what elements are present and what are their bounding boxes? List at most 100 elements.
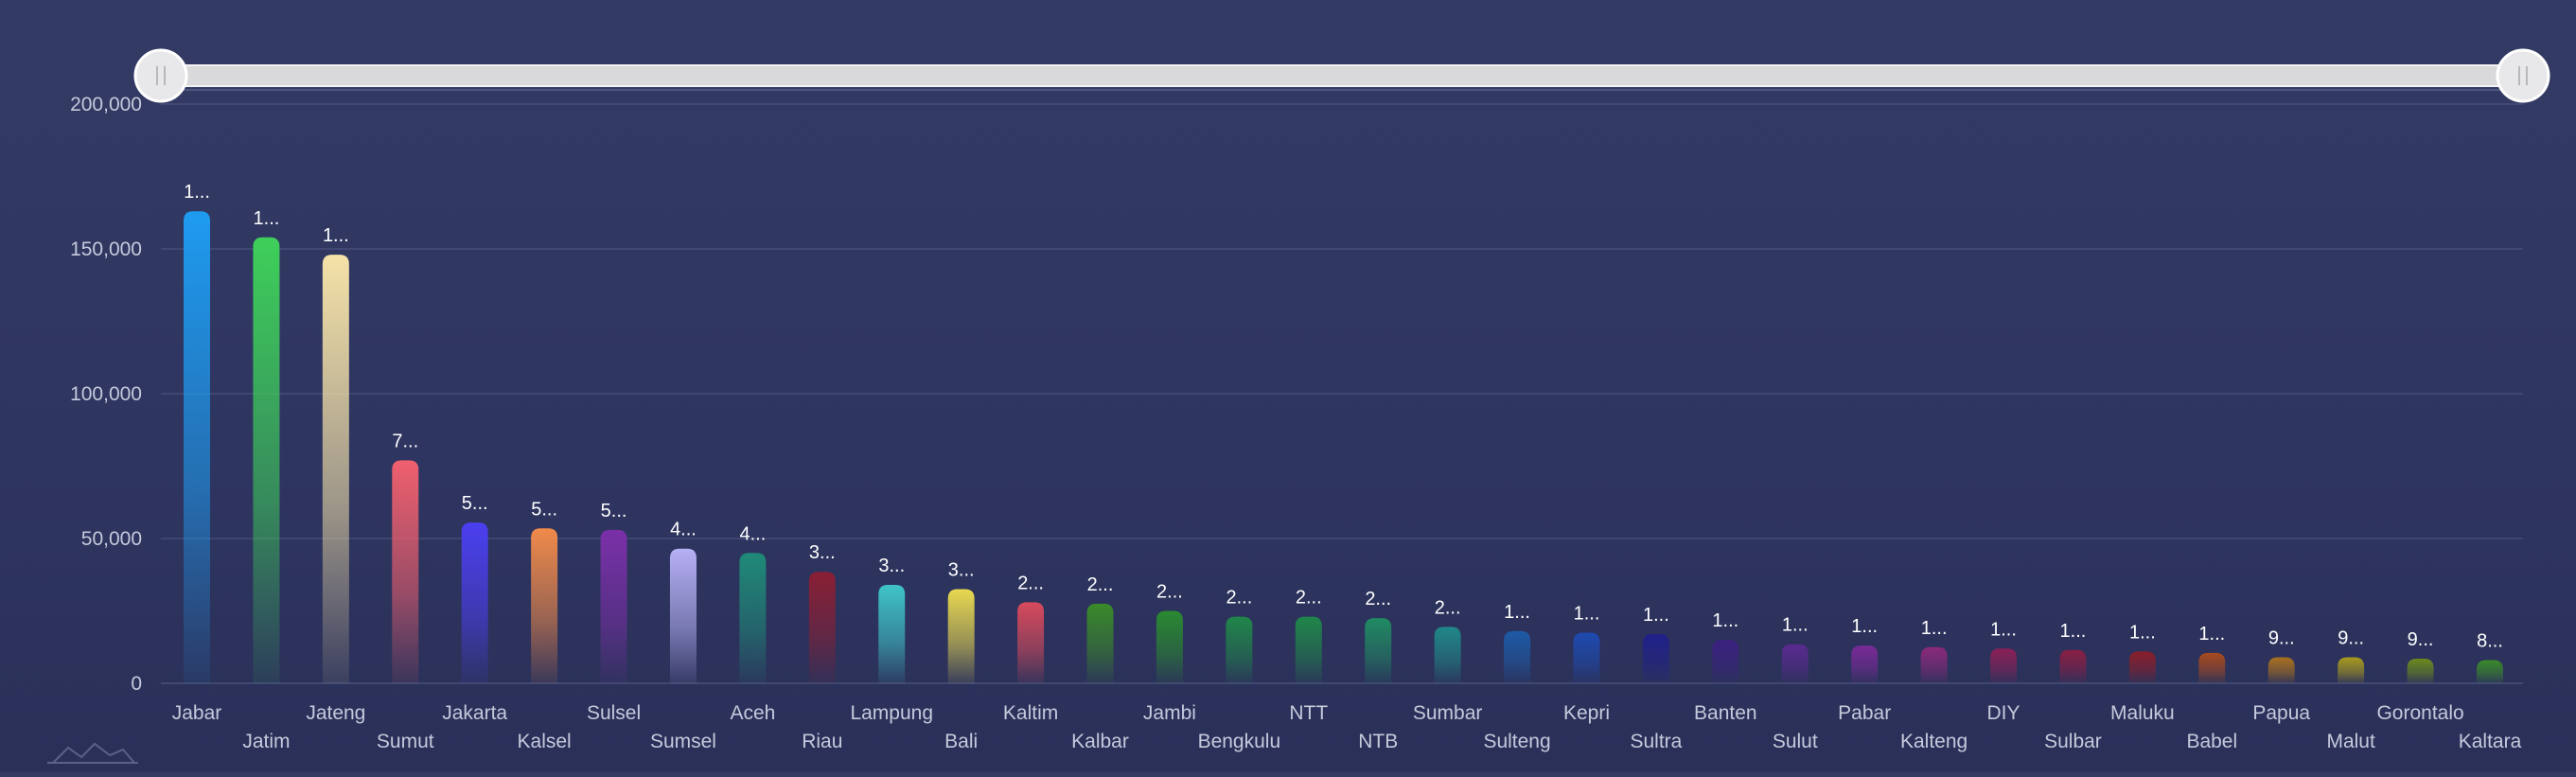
bar-ntb[interactable] — [1365, 618, 1392, 683]
data-label: 1... — [1504, 602, 1530, 623]
bar-sumbar[interactable] — [1434, 627, 1461, 683]
x-tick-label: Sulut — [1773, 731, 1818, 752]
bar-malut[interactable] — [2338, 657, 2365, 683]
x-tick-label: Sumsel — [650, 731, 716, 752]
bar-babel[interactable] — [2198, 652, 2226, 683]
bar-kaltim[interactable] — [1017, 602, 1045, 683]
data-label: 1... — [323, 225, 349, 246]
data-label: 1... — [1851, 616, 1878, 637]
bar-riau[interactable] — [808, 572, 836, 683]
bar-jateng[interactable] — [322, 255, 349, 683]
x-tick-label: Kalteng — [1900, 731, 1967, 752]
x-tick-label: Babel — [2186, 731, 2237, 752]
bar-diy[interactable] — [1990, 648, 2018, 683]
data-label: 1... — [1782, 615, 1808, 636]
bar-bengkulu[interactable] — [1226, 616, 1253, 683]
bar-kalteng[interactable] — [1920, 646, 1948, 683]
x-tick-label: Banten — [1694, 702, 1757, 724]
bar-jabar[interactable] — [184, 211, 210, 683]
data-label: 1... — [254, 208, 280, 229]
x-tick-label: Kalbar — [1071, 731, 1129, 752]
data-label: 1... — [184, 182, 210, 203]
data-label: 5... — [601, 501, 627, 521]
x-tick-label: Gorontalo — [2376, 702, 2463, 724]
bar-maluku[interactable] — [2128, 651, 2156, 683]
bar-jakarta[interactable] — [461, 522, 488, 683]
bar-gorontalo[interactable] — [2407, 658, 2434, 683]
data-label: 3... — [809, 542, 836, 563]
data-label: 3... — [948, 560, 975, 581]
bar-sumsel[interactable] — [669, 548, 697, 683]
bar-banten[interactable] — [1712, 640, 1739, 683]
bar-kepri[interactable] — [1573, 632, 1600, 683]
x-tick-label: Malut — [2326, 731, 2375, 752]
bar-sumut[interactable] — [392, 460, 419, 683]
bar-bali[interactable] — [947, 589, 975, 683]
data-label: 1... — [1643, 605, 1669, 626]
bar-kaltara[interactable] — [2477, 660, 2503, 683]
x-tick-label: Kaltara — [2459, 731, 2522, 752]
y-tick-label: 0 — [131, 673, 142, 695]
data-label: 9... — [2268, 627, 2295, 648]
x-axis: Jabar Jatim Jateng Sumut Jakarta Kalsel Sulsel… — [172, 702, 2522, 752]
data-label: 2... — [1435, 597, 1461, 618]
data-label: 2... — [1296, 588, 1322, 609]
data-label: 5... — [531, 499, 557, 520]
bar-sulsel[interactable] — [600, 529, 627, 683]
bar-kalbar[interactable] — [1086, 603, 1114, 683]
y-axis: 0 50,000 100,000 150,000 200,000 — [70, 94, 142, 695]
data-label: 1... — [1990, 619, 2017, 640]
y-tick-label: 100,000 — [70, 383, 142, 405]
data-label: 1... — [2129, 622, 2156, 643]
x-tick-label: Jateng — [306, 702, 365, 724]
bar-jambi[interactable] — [1156, 610, 1183, 684]
slider-handle-right[interactable] — [2496, 48, 2550, 103]
x-tick-label: Sumut — [377, 731, 434, 752]
x-tick-label: Bengkulu — [1198, 731, 1281, 752]
data-label: 1... — [1921, 618, 1948, 639]
x-tick-label: Pabar — [1838, 702, 1891, 724]
slider-handle-left[interactable] — [133, 48, 188, 103]
bar-aceh[interactable] — [739, 553, 767, 683]
data-label: 5... — [462, 493, 488, 514]
data-label: 9... — [2408, 629, 2434, 650]
x-tick-label: Lampung — [850, 702, 933, 724]
grid-lines — [161, 103, 2523, 684]
data-label: 2... — [1365, 589, 1391, 609]
data-label: 1... — [2060, 621, 2087, 642]
data-label: 1... — [1712, 610, 1738, 631]
bar-lampung[interactable] — [878, 584, 906, 683]
slider-track[interactable] — [160, 64, 2524, 87]
y-tick-label: 50,000 — [81, 528, 142, 550]
x-tick-label: Jatim — [242, 731, 290, 752]
range-slider[interactable] — [133, 48, 2550, 103]
x-tick-label: Kaltim — [1003, 702, 1058, 724]
zoom-thumbnail-icon — [47, 742, 138, 764]
bar-sulteng[interactable] — [1504, 630, 1531, 683]
x-tick-label: Kepri — [1563, 702, 1610, 724]
bar-ntt[interactable] — [1295, 616, 1322, 683]
x-tick-label: Sulsel — [587, 702, 641, 724]
x-tick-label: Kalsel — [518, 731, 572, 752]
data-label: 7... — [392, 431, 418, 451]
data-label: 2... — [1017, 573, 1044, 593]
x-tick-label: Jambi — [1143, 702, 1196, 724]
bar-pabar[interactable] — [1851, 645, 1879, 683]
x-tick-label: Jabar — [172, 702, 222, 724]
x-tick-label: Sulbar — [2044, 731, 2102, 752]
y-tick-label: 150,000 — [70, 238, 142, 260]
data-label: 1... — [2198, 624, 2225, 645]
x-tick-label: NTB — [1358, 731, 1398, 752]
x-tick-label: Sultra — [1630, 731, 1682, 752]
data-label: 1... — [1574, 603, 1600, 624]
x-tick-label: Jakarta — [442, 702, 507, 724]
bar-kalsel[interactable] — [531, 528, 558, 683]
bar-sulut[interactable] — [1781, 644, 1808, 683]
x-tick-label: DIY — [1987, 702, 2020, 724]
bar-jatim[interactable] — [253, 237, 280, 683]
x-tick-label: Maluku — [2110, 702, 2175, 724]
bar-papua[interactable] — [2267, 657, 2295, 683]
bar-sulbar[interactable] — [2059, 649, 2087, 683]
bar-sultra[interactable] — [1642, 633, 1669, 683]
